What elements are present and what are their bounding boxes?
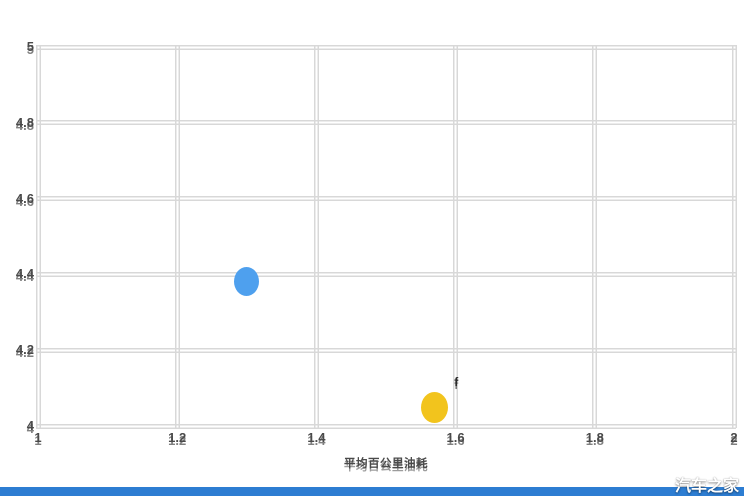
gridline-horizontal [36,196,736,202]
gridline-horizontal [36,120,736,126]
y-tick-label: 4.2 [15,342,34,358]
gridline-vertical [313,45,319,428]
y-tick-label: 4 [26,418,34,433]
point-annotation-label: f [454,375,459,390]
y-tick-label: 4.4 [15,266,34,282]
gridline-vertical [731,45,737,428]
x-tick-label: 1.2 [168,430,187,445]
y-tick-label: 4.8 [15,114,34,130]
gridline-horizontal [36,44,736,50]
gridline-vertical [174,45,180,428]
gridline-vertical [453,45,459,428]
x-tick-label: 2 [730,430,738,445]
gridline-vertical [35,45,41,428]
yellow-point [421,391,449,423]
gridline-horizontal [36,423,736,429]
x-axis-title: 平均百公里油耗 [344,458,428,470]
blue-point [234,267,260,297]
x-tick-label: 1.8 [585,430,604,445]
gridline-vertical [592,45,598,428]
plot-area [35,44,737,429]
gridline-horizontal [36,271,736,277]
gridline-horizontal [36,347,736,353]
bottom-bar [0,487,744,496]
watermark-autohome: 汽车之家 [674,478,739,495]
x-tick-label: 1.6 [446,430,465,445]
y-tick-label: 4.6 [15,190,34,206]
x-tick-label: 1.4 [307,430,326,445]
x-tick-label: 1 [34,430,42,445]
y-tick-label: 5 [26,39,34,54]
